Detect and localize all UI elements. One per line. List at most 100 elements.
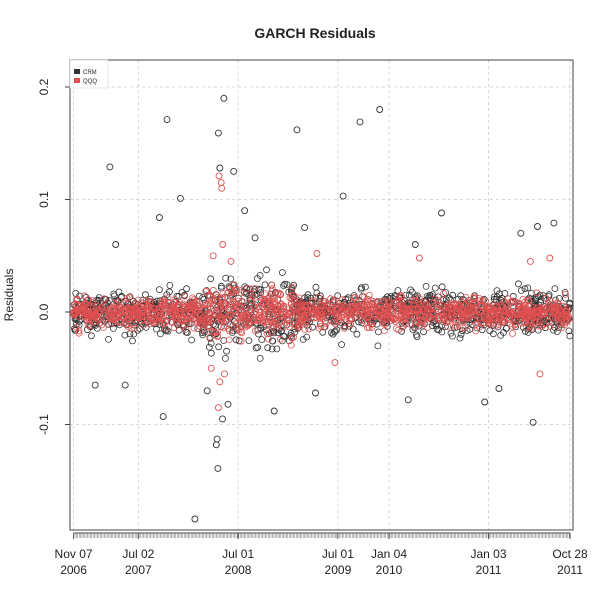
residual-cloud-point xyxy=(81,292,88,300)
residual-cloud-point xyxy=(404,300,412,308)
residual-cloud-point xyxy=(376,312,384,320)
residual-cloud-point xyxy=(536,312,544,320)
residual-cloud-point xyxy=(518,319,526,327)
residual-cloud-point xyxy=(440,289,448,297)
residual-cloud-point xyxy=(155,318,163,326)
residual-cloud-point xyxy=(483,316,491,324)
residual-cloud-point xyxy=(85,310,92,318)
residual-cloud-point xyxy=(447,296,455,303)
residual-cloud-point xyxy=(338,302,346,310)
residual-cloud-point xyxy=(486,327,494,335)
residual-cloud-point xyxy=(551,323,558,331)
residual-cloud-point xyxy=(355,318,363,326)
legend-swatch-crm xyxy=(74,69,80,74)
residual-cloud-point xyxy=(75,329,83,337)
residual-cloud-point xyxy=(399,322,407,330)
residual-cloud-point xyxy=(228,286,236,294)
residual-cloud-point xyxy=(278,269,286,276)
residual-cloud-point xyxy=(562,290,569,298)
residual-cloud-point xyxy=(545,310,552,317)
residual-cloud-point xyxy=(448,332,456,340)
residual-cloud-point xyxy=(271,306,279,314)
residual-cloud-point xyxy=(105,335,112,343)
residual-cloud-point xyxy=(434,297,442,304)
x-axis: Nov 07 2006 Jul 02 2007 Jul 01 2008 Jul 01 2009… xyxy=(55,532,588,577)
residual-cloud-point xyxy=(330,318,337,326)
residual-cloud-point xyxy=(374,328,382,336)
residual-cloud-point xyxy=(552,305,559,313)
residual-cloud-point xyxy=(156,330,164,338)
x-tick-label: Jan 03 xyxy=(471,547,507,561)
residual-cloud-point xyxy=(277,327,285,335)
residual-cloud-point xyxy=(354,310,362,318)
residual-cloud-point xyxy=(299,335,307,343)
data-point-crm xyxy=(251,234,259,242)
residual-cloud-point xyxy=(219,294,226,302)
residual-cloud-point xyxy=(435,317,443,325)
residual-cloud-point xyxy=(435,312,443,320)
residual-cloud-point xyxy=(385,302,392,310)
residual-cloud-point xyxy=(448,304,456,311)
residual-cloud-point xyxy=(229,297,237,305)
data-point-crm xyxy=(155,214,163,221)
residual-cloud-point xyxy=(185,305,193,313)
residual-cloud-point xyxy=(217,300,225,308)
residual-cloud-point xyxy=(401,315,409,323)
residual-cloud-point xyxy=(237,337,245,345)
residual-cloud-point xyxy=(554,299,561,307)
data-point-qqq xyxy=(546,254,554,262)
residual-cloud-point xyxy=(315,324,323,332)
residual-cloud-point xyxy=(194,306,202,314)
residual-cloud-point xyxy=(175,298,183,306)
residual-cloud-point xyxy=(490,301,498,309)
residual-cloud-point xyxy=(230,307,238,315)
residual-cloud-point xyxy=(240,306,248,314)
residual-cloud-point xyxy=(489,330,497,338)
residual-cloud-point xyxy=(447,329,455,337)
residual-cloud-point xyxy=(222,299,230,307)
residual-cloud-point xyxy=(238,329,246,337)
residual-cloud-point xyxy=(346,317,354,324)
residual-cloud-point xyxy=(281,280,289,288)
residual-cloud-point xyxy=(532,319,539,327)
x-tick-label-year: 2011 xyxy=(476,563,502,577)
residual-cloud-point xyxy=(268,287,276,295)
series-crm xyxy=(91,94,558,523)
residual-cloud-point xyxy=(276,335,284,343)
residual-cloud-point xyxy=(360,320,368,328)
residual-cloud-point xyxy=(98,321,106,329)
residual-cloud-point xyxy=(452,323,459,331)
residual-cloud-point xyxy=(528,289,535,297)
residual-cloud-point xyxy=(504,295,512,303)
residual-cloud-point xyxy=(353,303,361,311)
residual-cloud-point xyxy=(521,327,529,335)
residual-cloud-point xyxy=(227,289,235,297)
residual-cloud-point xyxy=(375,302,383,309)
residual-cloud-point xyxy=(224,289,232,297)
residual-cloud-point xyxy=(293,322,301,330)
data-point-crm xyxy=(529,418,537,426)
residual-cloud-point xyxy=(297,304,305,312)
residual-cloud-point xyxy=(226,311,234,319)
residual-cloud-point xyxy=(205,310,213,318)
residual-cloud-point xyxy=(526,322,534,330)
residual-cloud-point xyxy=(182,328,190,336)
x-tick-label: Jul 01 xyxy=(322,547,354,561)
residual-cloud-point xyxy=(243,284,251,292)
residual-cloud-point xyxy=(134,296,142,304)
residual-cloud-point xyxy=(287,341,295,349)
residual-cloud-point xyxy=(115,288,123,296)
residual-cloud-point xyxy=(144,301,152,309)
residual-cloud-point xyxy=(264,301,272,309)
residual-cloud-point xyxy=(416,311,423,319)
residual-cloud-point xyxy=(247,309,255,317)
residual-cloud-point xyxy=(78,305,86,313)
residual-cloud-point xyxy=(121,309,129,317)
residual-cloud-point xyxy=(251,327,259,335)
residual-cloud-point xyxy=(171,314,179,322)
residual-cloud-point xyxy=(319,328,327,336)
data-point-crm xyxy=(356,118,364,126)
residual-cloud-point xyxy=(237,307,245,315)
residual-cloud-point xyxy=(431,284,439,292)
residual-cloud-point xyxy=(199,331,207,339)
